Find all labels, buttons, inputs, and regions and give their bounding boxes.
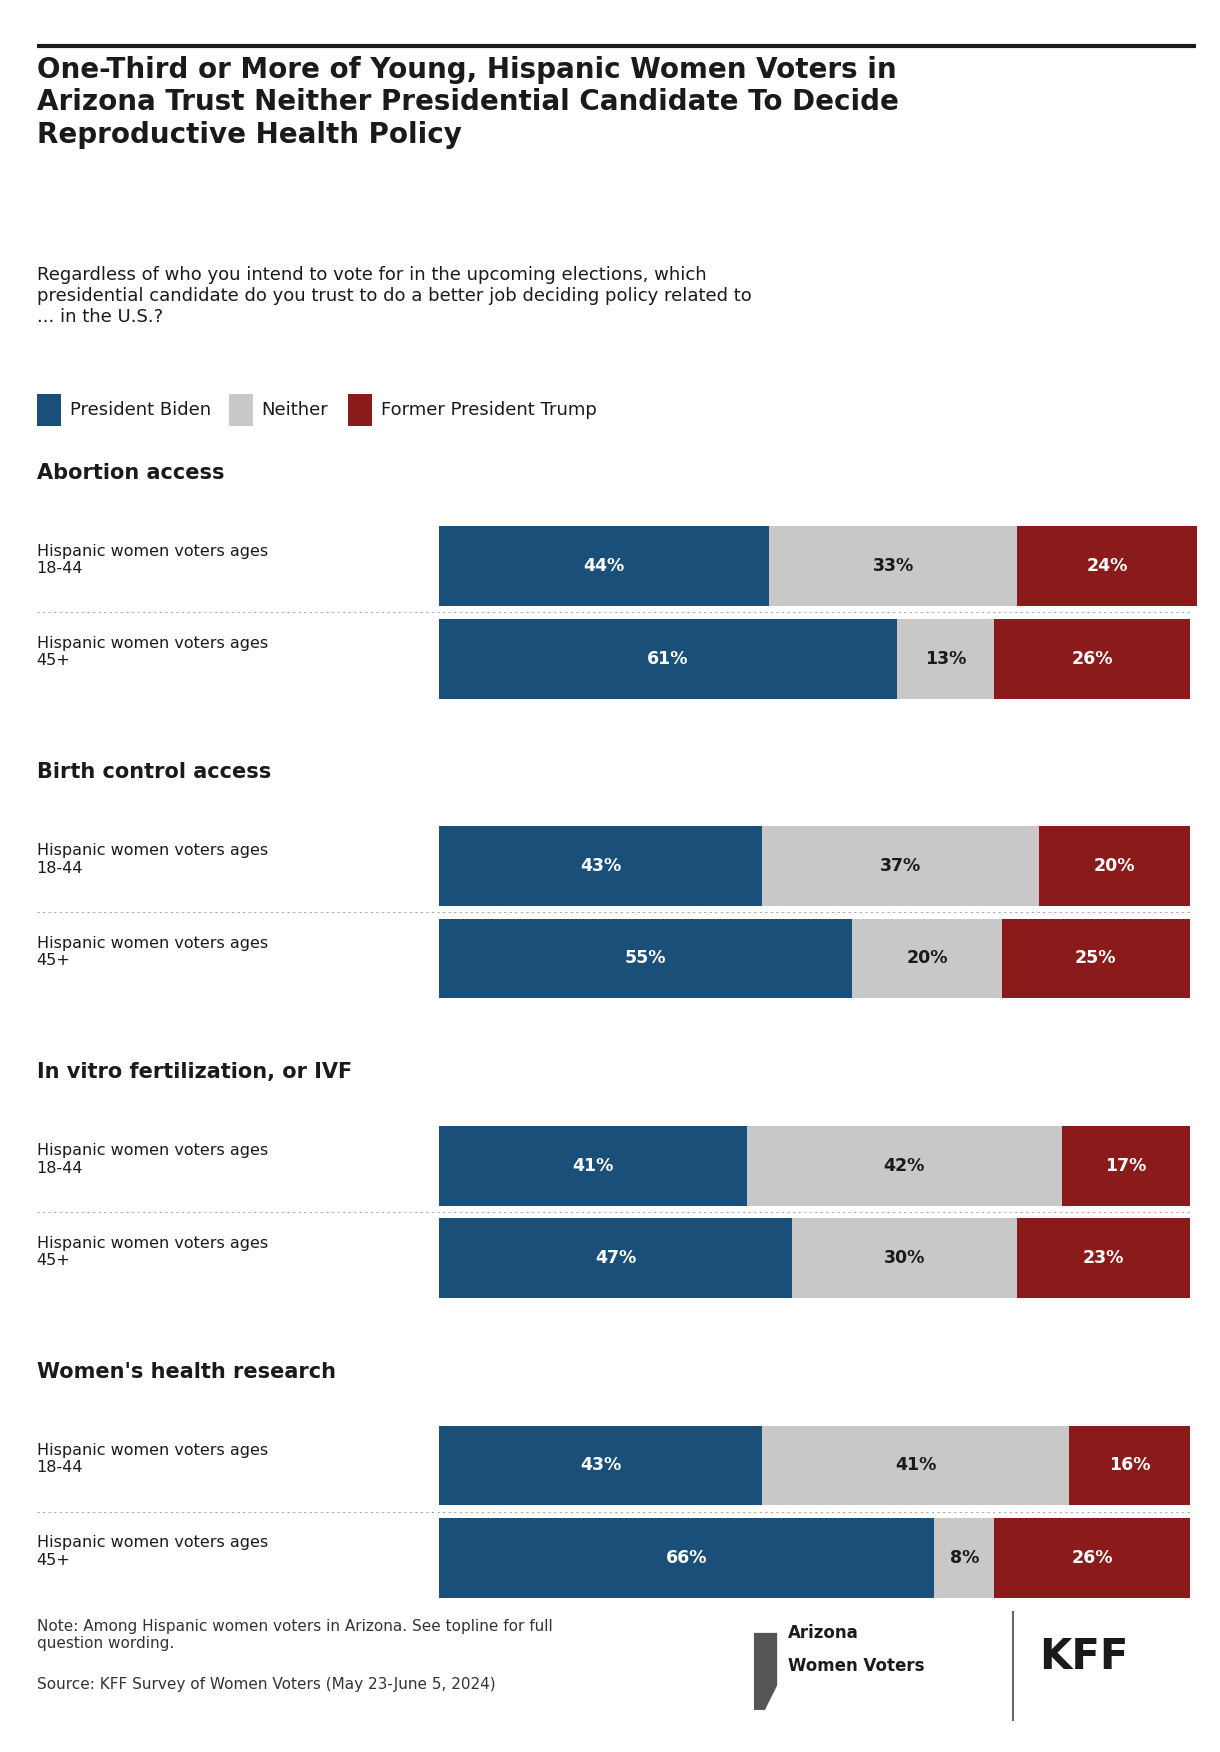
Bar: [1017, 526, 1197, 606]
Bar: [439, 1426, 761, 1505]
Text: 47%: 47%: [595, 1249, 636, 1267]
Text: 26%: 26%: [1071, 650, 1113, 668]
Text: 30%: 30%: [883, 1249, 925, 1267]
Text: 20%: 20%: [906, 950, 948, 967]
Text: 13%: 13%: [925, 650, 966, 668]
Bar: [439, 918, 852, 999]
Bar: [439, 1517, 935, 1598]
Text: 24%: 24%: [1086, 557, 1127, 575]
Text: Hispanic women voters ages
45+: Hispanic women voters ages 45+: [37, 1235, 267, 1268]
Text: 20%: 20%: [1093, 857, 1136, 874]
Text: Source: KFF Survey of Women Voters (May 23-June 5, 2024): Source: KFF Survey of Women Voters (May …: [37, 1677, 495, 1692]
Bar: [747, 1127, 1061, 1205]
Text: KFF: KFF: [1039, 1636, 1129, 1678]
Text: Regardless of who you intend to vote for in the upcoming elections, which
presid: Regardless of who you intend to vote for…: [37, 266, 752, 326]
Bar: [348, 394, 372, 426]
Text: Former President Trump: Former President Trump: [381, 401, 597, 419]
Bar: [792, 1218, 1017, 1298]
Bar: [1017, 1218, 1190, 1298]
Bar: [935, 1517, 994, 1598]
Bar: [770, 526, 1017, 606]
Text: 8%: 8%: [949, 1549, 980, 1566]
Bar: [37, 394, 61, 426]
Bar: [1002, 918, 1190, 999]
Bar: [228, 394, 253, 426]
Bar: [852, 918, 1002, 999]
Text: Note: Among Hispanic women voters in Arizona. See topline for full
question word: Note: Among Hispanic women voters in Ari…: [37, 1619, 553, 1650]
Polygon shape: [754, 1633, 777, 1710]
Bar: [439, 827, 761, 906]
Text: Hispanic women voters ages
18-44: Hispanic women voters ages 18-44: [37, 843, 267, 876]
Text: 26%: 26%: [1071, 1549, 1113, 1566]
Bar: [1061, 1127, 1190, 1205]
Text: Abortion access: Abortion access: [37, 463, 224, 482]
Bar: [897, 618, 994, 699]
Text: Arizona: Arizona: [788, 1624, 859, 1642]
Text: Hispanic women voters ages
18-44: Hispanic women voters ages 18-44: [37, 1444, 267, 1475]
Text: 33%: 33%: [872, 557, 914, 575]
Text: Hispanic women voters ages
45+: Hispanic women voters ages 45+: [37, 1535, 267, 1568]
Bar: [439, 526, 770, 606]
Bar: [994, 1517, 1190, 1598]
Text: 66%: 66%: [666, 1549, 708, 1566]
Text: Hispanic women voters ages
18-44: Hispanic women voters ages 18-44: [37, 1142, 267, 1176]
Text: 17%: 17%: [1105, 1156, 1147, 1174]
Text: 23%: 23%: [1082, 1249, 1124, 1267]
Text: Women Voters: Women Voters: [788, 1657, 925, 1675]
Bar: [439, 1218, 792, 1298]
Bar: [994, 618, 1190, 699]
Bar: [439, 1127, 747, 1205]
Text: President Biden: President Biden: [70, 401, 211, 419]
Text: 41%: 41%: [572, 1156, 614, 1174]
Text: In vitro fertilization, or IVF: In vitro fertilization, or IVF: [37, 1062, 351, 1083]
Text: 55%: 55%: [625, 950, 666, 967]
Text: Birth control access: Birth control access: [37, 762, 271, 783]
Text: Neither: Neither: [261, 401, 328, 419]
Text: 42%: 42%: [883, 1156, 925, 1174]
Text: Hispanic women voters ages
45+: Hispanic women voters ages 45+: [37, 636, 267, 669]
Bar: [761, 1426, 1070, 1505]
Bar: [761, 827, 1039, 906]
Text: 25%: 25%: [1075, 950, 1116, 967]
Text: 43%: 43%: [580, 1456, 621, 1475]
Text: One-Third or More of Young, Hispanic Women Voters in
Arizona Trust Neither Presi: One-Third or More of Young, Hispanic Wom…: [37, 56, 898, 149]
Bar: [1070, 1426, 1190, 1505]
Text: Women's health research: Women's health research: [37, 1361, 336, 1382]
Text: 37%: 37%: [880, 857, 921, 874]
Text: 61%: 61%: [648, 650, 689, 668]
Text: 41%: 41%: [895, 1456, 936, 1475]
Bar: [439, 618, 897, 699]
Bar: [1039, 827, 1190, 906]
Text: Hispanic women voters ages
18-44: Hispanic women voters ages 18-44: [37, 543, 267, 576]
Text: Hispanic women voters ages
45+: Hispanic women voters ages 45+: [37, 936, 267, 969]
Text: 44%: 44%: [583, 557, 625, 575]
Text: 43%: 43%: [580, 857, 621, 874]
Text: 16%: 16%: [1109, 1456, 1150, 1475]
